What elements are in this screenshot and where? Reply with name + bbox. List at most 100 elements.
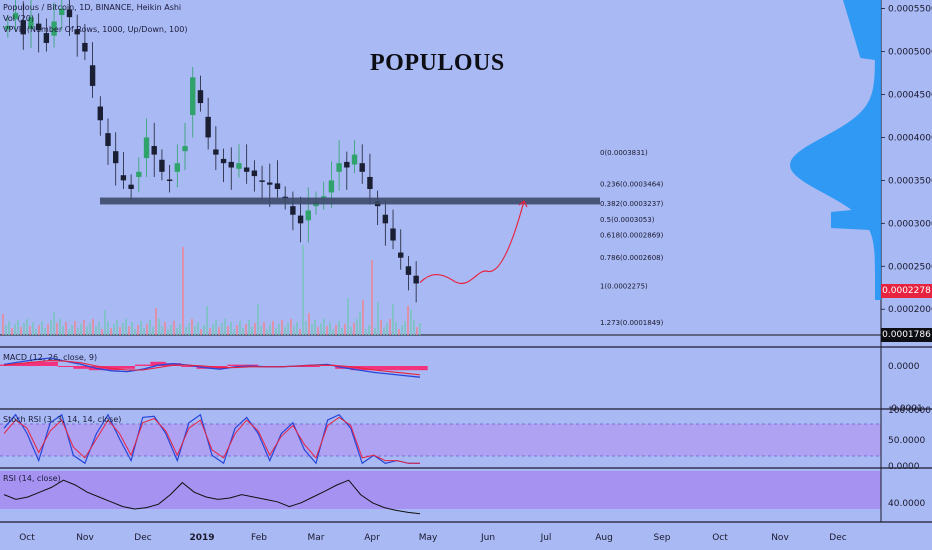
volume-bar xyxy=(152,327,154,335)
candle-body xyxy=(74,29,80,35)
chart-title: POPULOUS xyxy=(370,50,505,76)
candle-body xyxy=(5,25,11,30)
volume-bar xyxy=(239,321,241,335)
volume-bar xyxy=(137,325,139,335)
candle-body xyxy=(336,163,342,172)
volume-bar xyxy=(5,325,7,335)
volume-bar xyxy=(353,323,355,335)
candle-body xyxy=(190,77,196,116)
volume-bar xyxy=(197,322,199,335)
volume-bar xyxy=(53,312,55,335)
macd-hist-bar xyxy=(11,363,28,366)
macd-hist-bar xyxy=(42,361,58,366)
candle-body xyxy=(51,21,57,36)
rsi-line xyxy=(3,479,421,515)
fib-level-label: 0.5(0.0003053) xyxy=(600,216,655,224)
price-tick-label: 0.0004000 xyxy=(888,133,932,143)
candle-body xyxy=(205,116,211,138)
volume-bar xyxy=(107,321,109,335)
volume-bar xyxy=(44,328,46,335)
volume-bar xyxy=(368,325,370,335)
time-tick-label: Apr xyxy=(364,533,380,543)
volume-bar xyxy=(191,319,193,335)
candle-body xyxy=(267,182,273,185)
volume-bar xyxy=(41,321,43,335)
volume-bar xyxy=(242,328,244,335)
candle-body xyxy=(274,183,281,189)
volume-bar xyxy=(119,327,121,335)
candle-body xyxy=(236,163,242,169)
candle-body xyxy=(321,196,327,198)
volume-bar xyxy=(317,327,319,335)
macd-hist-bar xyxy=(396,366,413,371)
candle-body xyxy=(136,171,142,177)
rsi-legend: RSI (14, close) xyxy=(3,474,61,483)
volume-bar xyxy=(371,260,373,335)
volume-bar xyxy=(254,323,256,335)
time-tick-label: Dec xyxy=(134,533,151,543)
volume-bar xyxy=(338,321,340,335)
volume-bar xyxy=(323,319,325,335)
volume-bar xyxy=(155,308,157,335)
volume-bar xyxy=(245,324,247,335)
volume-bar xyxy=(404,321,406,335)
candle-body xyxy=(344,161,350,168)
volume-bar xyxy=(38,325,40,335)
candle-body xyxy=(351,154,358,165)
macd-tick-label: -0.0001 xyxy=(888,404,923,414)
volume-bar xyxy=(218,327,220,335)
volume-bar xyxy=(236,325,238,335)
volume-bar xyxy=(203,325,205,335)
volume-bar xyxy=(185,327,187,335)
fib-level-label: 1(0.0002275) xyxy=(600,283,648,291)
candle-body xyxy=(182,146,188,152)
volume-bar xyxy=(32,322,34,335)
macd-hist-bar xyxy=(165,363,182,366)
macd-hist-bar xyxy=(381,366,397,371)
candle-body xyxy=(35,23,42,31)
volume-bar xyxy=(71,325,73,335)
volume-bar xyxy=(362,300,364,335)
resistance-zone xyxy=(100,197,600,205)
price-tick-label: 0.0005500 xyxy=(888,5,932,15)
volume-bar xyxy=(140,321,142,335)
volume-bar xyxy=(311,324,313,335)
macd-panel xyxy=(0,349,881,408)
volume-bar xyxy=(332,329,334,335)
candle-body xyxy=(390,228,396,241)
volume-bar xyxy=(221,323,223,335)
rsi-band xyxy=(0,471,881,509)
macd-hist-bar xyxy=(73,366,89,369)
volume-bar xyxy=(224,319,226,335)
volume-bar xyxy=(65,322,67,335)
volume-bar xyxy=(407,306,409,335)
volume-bar xyxy=(128,326,130,335)
candle-body xyxy=(143,137,150,159)
volume-bar xyxy=(233,329,235,335)
volume-bar xyxy=(266,329,268,335)
price-tick-label: 0.0003000 xyxy=(888,219,932,229)
volume-bar xyxy=(29,326,31,335)
macd-hist-bar xyxy=(119,366,135,369)
candle-body xyxy=(290,206,296,215)
fib-levels: 0(0.0003831) 0.236(0.0003464) 0.382(0.0003… xyxy=(600,149,664,327)
candle-body xyxy=(398,252,404,258)
candle-body xyxy=(151,146,157,155)
candle-body xyxy=(28,17,34,30)
signal-line xyxy=(3,359,421,376)
volume-profile xyxy=(790,0,881,300)
volume-bar xyxy=(410,309,412,335)
volume-bar xyxy=(284,327,286,335)
volume-bar xyxy=(104,310,106,335)
volume-bar xyxy=(329,322,331,335)
volume-bar xyxy=(377,302,379,335)
volume-bar xyxy=(260,326,262,335)
macd-hist-bar xyxy=(227,364,243,366)
candle-body xyxy=(282,196,288,199)
candle-body xyxy=(413,275,419,284)
volume-bar xyxy=(380,320,382,335)
macd-hist-bar xyxy=(304,366,320,367)
volume-bar xyxy=(401,325,403,335)
volume-bar xyxy=(122,323,124,335)
volume-bar xyxy=(344,324,346,335)
